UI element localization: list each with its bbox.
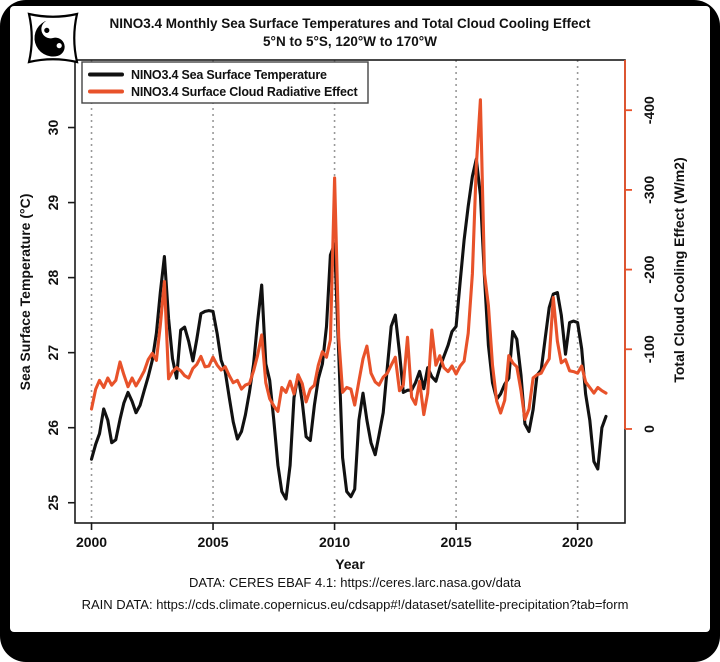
y-left-tick-label: 25 (45, 495, 61, 511)
legend: NINO3.4 Sea Surface Temperature NINO3.4 … (81, 61, 369, 104)
page-title: NINO3.4 Monthly Sea Surface Temperatures… (109, 16, 591, 31)
y-right-tick-label: -100 (641, 335, 657, 363)
series-lines (89, 98, 608, 501)
y-right-tick-label: 0 (641, 425, 657, 433)
x-axis-label: Year (335, 556, 365, 572)
x-tick-label: 2010 (319, 534, 350, 550)
x-tick-label: 2000 (76, 534, 107, 550)
y-right-tick-label: -300 (641, 176, 657, 204)
footer-data-source: DATA: CERES EBAF 4.1: https://ceres.larc… (189, 575, 522, 590)
footer-rain-data-source: RAIN DATA: https://cds.climate.copernicu… (82, 597, 629, 612)
logo-eye-dot-black (44, 27, 50, 33)
gridlines (90, 60, 579, 523)
page-subtitle: 5°N to 5°S, 120°W to 170°W (263, 34, 437, 49)
x-tick-label: 2005 (197, 534, 228, 550)
axes: 2000 2005 2010 2015 2020 25 26 27 28 29 30 0 -100 -20… (45, 59, 657, 550)
y-right-tick-label: -200 (641, 255, 657, 283)
plot-box (74, 59, 626, 524)
y-left-tick-label: 30 (45, 120, 61, 136)
penguin-yin-yang-logo-icon (27, 12, 79, 64)
x-tick-label: 2015 (441, 534, 472, 550)
y-axis-label-right: Total Cloud Cooling Effect (W/m2) (671, 157, 687, 382)
y-left-tick-label: 29 (45, 195, 61, 211)
logo-eye-dot-white (56, 43, 62, 49)
logo-yinyang-black-half (34, 20, 65, 57)
y-left-tick-label: 26 (45, 420, 61, 436)
y-left-tick-label: 28 (45, 270, 61, 286)
chart-svg: 2000 2005 2010 2015 2020 25 26 27 28 29 30 0 -100 -20… (17, 12, 687, 612)
cre-line (89, 98, 608, 421)
legend-label-cre: NINO3.4 Surface Cloud Radiative Effect (131, 85, 359, 99)
legend-label-sst: NINO3.4 Sea Surface Temperature (131, 68, 327, 82)
sst-line (89, 157, 608, 501)
y-axis-label-left: Sea Surface Temperature (°C) (17, 194, 33, 391)
chart-sheet: 2000 2005 2010 2015 2020 25 26 27 28 29 30 0 -100 -20… (10, 6, 710, 632)
y-left-tick-label: 27 (45, 345, 61, 361)
y-right-tick-label: -400 (641, 96, 657, 124)
x-tick-label: 2020 (562, 534, 593, 550)
legend-box (81, 61, 369, 104)
